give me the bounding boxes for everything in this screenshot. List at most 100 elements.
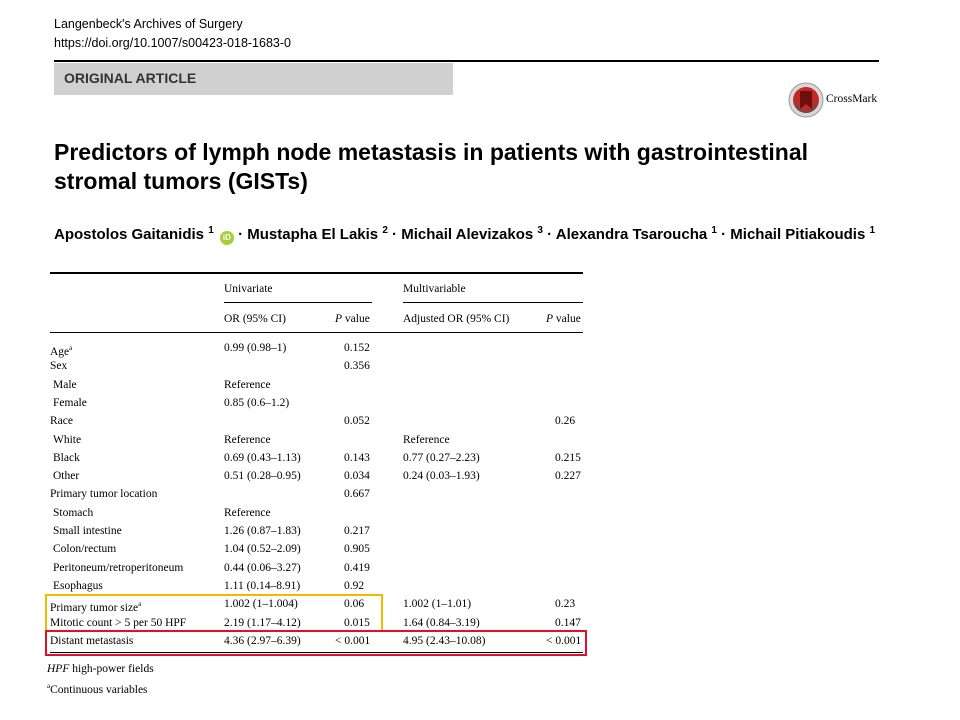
- row-label-text: Black: [53, 452, 80, 464]
- footnote-continuous-text: Continuous variables: [50, 683, 148, 696]
- header-rule: [54, 60, 879, 62]
- cell-p-value: < 0.001: [335, 635, 371, 647]
- row-label: Mitotic count > 5 per 50 HPF: [50, 616, 186, 630]
- multivariable-header: Multivariable: [403, 283, 466, 295]
- cell-p-value: 0.419: [344, 562, 370, 574]
- cell-p-value-multivariable: 0.26: [555, 415, 576, 427]
- author-separator: ·: [721, 226, 727, 243]
- author-affiliation: 1: [208, 225, 214, 236]
- cell-or: 2.19 (1.17–4.12): [224, 617, 301, 629]
- cell-or: 0.69 (0.43–1.13): [224, 452, 301, 464]
- row-label: Peritoneum/retroperitoneum: [53, 561, 183, 575]
- footnote-mark: a: [47, 682, 51, 690]
- cell-p-value: 0.356: [344, 360, 370, 372]
- table-header-rule: [50, 332, 583, 333]
- cell-or: Reference: [224, 507, 271, 519]
- footnote-hpf-abbr: HPF: [47, 663, 70, 675]
- cell-p-value: 0.905: [344, 543, 370, 555]
- cell-adjusted-or: 0.77 (0.27–2.23): [403, 452, 480, 464]
- cell-or: 0.99 (0.98–1): [224, 342, 287, 354]
- row-label-text: Distant metastasis: [50, 635, 134, 647]
- row-label: Distant metastasis: [50, 634, 133, 648]
- row-label: Black: [53, 451, 80, 465]
- crossmark-icon: [788, 82, 824, 118]
- row-label: White: [53, 433, 81, 447]
- cell-adjusted-or: 1.64 (0.84–3.19): [403, 617, 480, 629]
- row-label-text: White: [53, 434, 82, 446]
- author-name: Michail Pitiakoudis: [730, 226, 866, 243]
- cell-or: Reference: [224, 379, 271, 391]
- cell-p-value: 0.217: [344, 525, 370, 537]
- cell-p-value: 0.92: [344, 580, 365, 592]
- p-label: value: [344, 313, 370, 325]
- row-label-text: Peritoneum/retroperitoneum: [53, 562, 184, 574]
- cell-or: Reference: [224, 434, 271, 446]
- journal-header: Langenbeck's Archives of Surgery https:/…: [54, 15, 291, 53]
- row-label: Stomach: [53, 506, 93, 520]
- univariate-rule: [224, 302, 372, 303]
- cell-p-value-multivariable: < 0.001: [546, 635, 582, 647]
- article-type-banner: ORIGINAL ARTICLE: [54, 63, 453, 95]
- author-affiliation: 2: [382, 225, 388, 236]
- row-label-text: Female: [53, 397, 87, 409]
- cell-p-value: 0.015: [344, 617, 370, 629]
- author-list: Apostolos Gaitanidis 1 iD · Mustapha El …: [54, 225, 875, 245]
- cell-or: 0.51 (0.28–0.95): [224, 470, 301, 482]
- author-name: Alexandra Tsaroucha: [555, 226, 708, 243]
- row-label-text: Primary tumor location: [50, 488, 158, 500]
- cell-p-value-multivariable: 0.227: [555, 470, 581, 482]
- author-separator: ·: [392, 226, 398, 243]
- univariate-header: Univariate: [224, 283, 273, 295]
- cell-p-value: 0.06: [344, 598, 365, 610]
- row-label: Agea: [50, 341, 72, 359]
- col-header-p2: P value: [546, 312, 581, 326]
- footnote-hpf-text: high-power fields: [72, 663, 154, 675]
- col-header-or: OR (95% CI): [224, 313, 286, 325]
- col-header-adj-or: Adjusted OR (95% CI): [403, 313, 510, 325]
- doi-link[interactable]: https://doi.org/10.1007/s00423-018-1683-…: [54, 36, 291, 50]
- orcid-icon[interactable]: iD: [219, 231, 234, 245]
- row-label-text: Race: [50, 415, 73, 427]
- red-highlight-box: [45, 630, 587, 656]
- row-label: Sex: [50, 359, 67, 373]
- cell-adjusted-or: 1.002 (1–1.01): [403, 598, 472, 610]
- cell-p-value: 0.152: [344, 342, 370, 354]
- row-label: Colon/rectum: [53, 542, 116, 556]
- cell-p-value-multivariable: 0.147: [555, 617, 581, 629]
- p-italic: P: [546, 313, 554, 325]
- row-label: Primary tumor location: [50, 487, 157, 501]
- author-affiliation: 1: [711, 225, 717, 236]
- crossmark-badge[interactable]: CrossMark: [788, 82, 888, 118]
- row-label: Female: [53, 396, 87, 410]
- row-label: Other: [53, 469, 79, 483]
- cell-p-value-multivariable: 0.23: [555, 598, 576, 610]
- p-italic: P: [335, 313, 343, 325]
- cell-adjusted-or: Reference: [403, 434, 450, 446]
- cell-p-value: 0.052: [344, 415, 370, 427]
- cell-p-value: 0.667: [344, 488, 370, 500]
- multivariable-rule: [403, 302, 583, 303]
- row-footnote-mark: a: [69, 344, 73, 352]
- cell-or: 1.26 (0.87–1.83): [224, 525, 301, 537]
- author-name: Mustapha El Lakis: [247, 226, 379, 243]
- article-type-label: ORIGINAL ARTICLE: [64, 70, 197, 86]
- cell-p-value-multivariable: 0.215: [555, 452, 581, 464]
- cell-or: 0.85 (0.6–1.2): [224, 397, 290, 409]
- author-name: Apostolos Gaitanidis: [54, 226, 205, 243]
- row-label-text: Mitotic count > 5 per 50 HPF: [50, 617, 187, 629]
- row-label-text: Small intestine: [53, 525, 122, 537]
- p-label: value: [555, 313, 581, 325]
- row-label-text: Other: [53, 470, 80, 482]
- row-label-text: Primary tumor size: [50, 601, 139, 614]
- cell-or: 0.44 (0.06–3.27): [224, 562, 301, 574]
- row-label-text: Age: [50, 345, 70, 358]
- footnote-hpf: HPF high-power fields: [47, 663, 154, 675]
- row-label: Esophagus: [53, 579, 103, 593]
- paper-title: Predictors of lymph node metastasis in p…: [54, 139, 809, 194]
- row-label-text: Sex: [50, 360, 68, 372]
- yellow-highlight-box: [45, 594, 383, 632]
- table-bottom-rule: [50, 652, 583, 653]
- row-label: Race: [50, 414, 73, 428]
- cell-p-value: 0.143: [344, 452, 370, 464]
- table-top-rule: [50, 272, 583, 274]
